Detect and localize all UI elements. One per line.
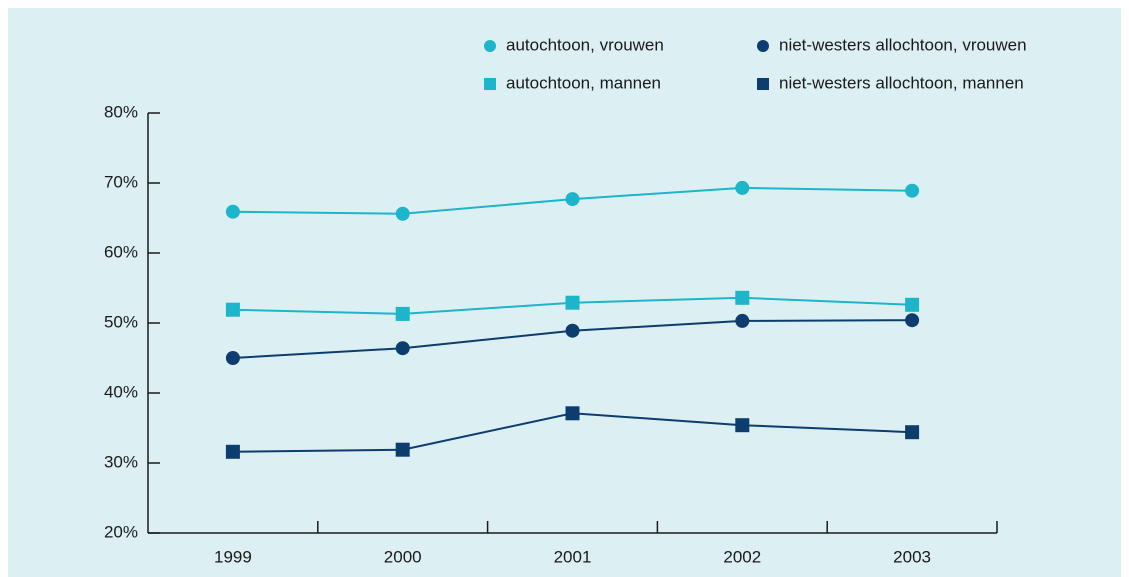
- y-tick-label: 50%: [104, 312, 138, 331]
- data-point: [905, 297, 920, 312]
- data-point: [225, 302, 240, 317]
- legend-marker: [757, 40, 769, 52]
- x-tick-label: 1999: [214, 547, 252, 566]
- data-point: [225, 351, 240, 365]
- data-point: [565, 192, 580, 207]
- data-point: [735, 313, 750, 328]
- y-tick-label: 80%: [104, 102, 138, 121]
- legend-label: niet-westers allochtoon, vrouwen: [779, 35, 1027, 54]
- legend-marker: [484, 78, 496, 90]
- data-point: [565, 295, 580, 310]
- data-point: [225, 444, 240, 459]
- data-point: [735, 290, 750, 305]
- x-tick-label: 2003: [893, 547, 931, 566]
- data-point: [565, 406, 580, 421]
- legend-label: autochtoon, vrouwen: [506, 35, 664, 54]
- x-tick-label: 2000: [384, 547, 422, 566]
- data-point: [395, 306, 410, 321]
- y-tick-label: 20%: [104, 522, 138, 541]
- data-point: [395, 206, 410, 221]
- data-point: [735, 180, 750, 195]
- data-point: [905, 425, 920, 440]
- y-tick-label: 70%: [104, 172, 138, 191]
- legend-marker: [757, 78, 769, 90]
- legend-marker: [484, 40, 496, 52]
- data-point: [395, 341, 410, 356]
- data-point: [735, 418, 750, 433]
- data-point: [395, 442, 410, 457]
- data-point: [225, 204, 240, 219]
- y-tick-label: 60%: [104, 242, 138, 261]
- data-point: [905, 313, 920, 328]
- y-tick-label: 30%: [104, 452, 138, 471]
- legend-label: autochtoon, mannen: [506, 73, 661, 92]
- x-tick-label: 2001: [554, 547, 592, 566]
- chart-background: [8, 8, 1121, 577]
- data-point: [565, 323, 580, 338]
- y-tick-label: 40%: [104, 382, 138, 401]
- x-tick-label: 2002: [723, 547, 761, 566]
- legend-label: niet-westers allochtoon, mannen: [779, 73, 1024, 92]
- data-point: [905, 183, 920, 198]
